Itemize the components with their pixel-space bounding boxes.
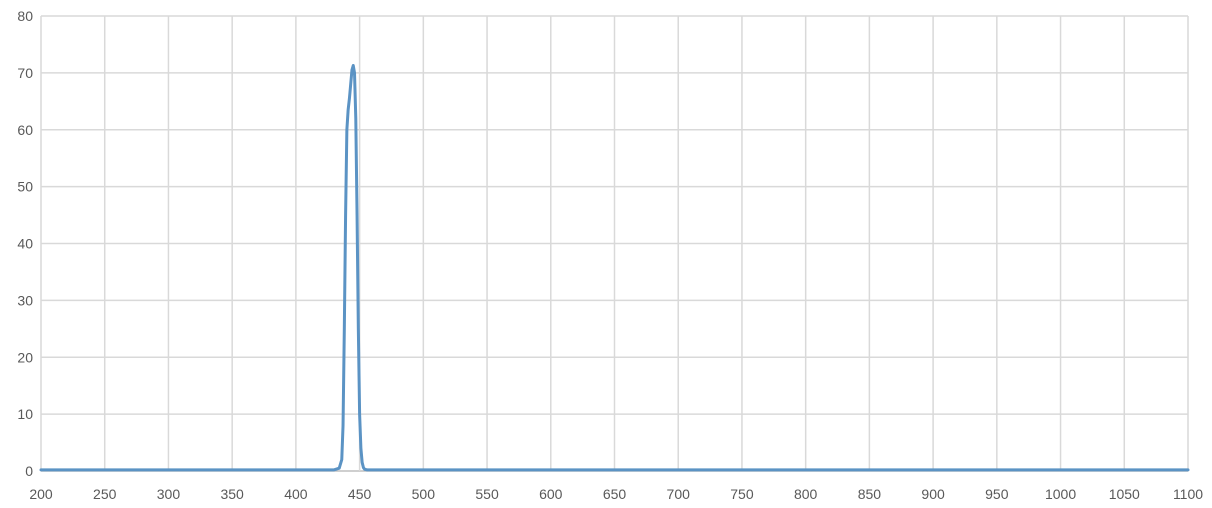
y-tick-label: 30 [17,292,33,308]
x-tick-label: 500 [412,486,436,502]
x-tick-label: 750 [730,486,754,502]
x-tick-label: 1050 [1109,486,1140,502]
y-tick-label: 20 [17,349,33,365]
x-axis-ticks: 200 250 300 350 400 450 500 550 600 650 700 750 800 8… [29,486,1203,502]
y-tick-label: 0 [25,463,33,479]
y-axis-ticks: 0 10 20 30 40 50 60 70 80 [17,8,33,479]
x-tick-label: 400 [284,486,308,502]
x-tick-label: 350 [220,486,244,502]
y-tick-label: 60 [17,122,33,138]
y-tick-label: 40 [17,236,33,252]
x-tick-label: 550 [475,486,499,502]
x-tick-label: 800 [794,486,818,502]
x-tick-label: 1100 [1173,486,1203,502]
x-tick-label: 700 [667,486,691,502]
x-tick-label: 250 [93,486,117,502]
y-tick-label: 80 [17,8,33,24]
y-tick-label: 70 [17,65,33,81]
x-tick-label: 650 [603,486,627,502]
x-tick-label: 300 [157,486,181,502]
plot-area [39,63,1190,472]
y-tick-label: 50 [17,179,33,195]
x-tick-label: 900 [921,486,945,502]
y-tick-label: 10 [17,406,33,422]
x-tick-label: 600 [539,486,563,502]
x-tick-label: 200 [29,486,53,502]
x-tick-label: 450 [348,486,372,502]
x-tick-label: 850 [858,486,882,502]
x-tick-label: 950 [985,486,1009,502]
gridlines [40,15,1189,472]
series-line [39,63,1190,472]
x-tick-label: 1000 [1045,486,1076,502]
